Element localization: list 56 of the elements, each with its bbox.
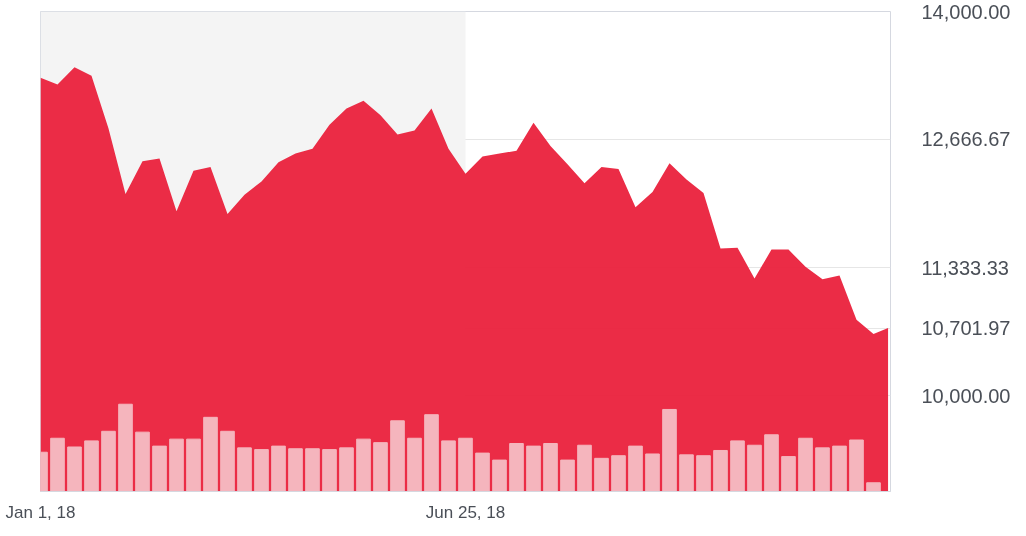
y-tick-label: 14,000.00 [921,0,1011,23]
bar [798,437,813,492]
bar [475,452,490,492]
bar [441,440,456,492]
bar [849,439,864,492]
y-tick-label: 10,000.00 [921,384,1011,407]
bar [594,457,609,492]
bar [118,403,133,492]
bar [747,444,762,492]
x-tick-label: Jun 25, 18 [425,502,506,522]
bar [611,455,626,492]
bar [543,443,558,492]
x-tick-label: Jan 1, 18 [5,502,76,522]
bar [84,440,99,492]
y-tick-label: 12,666.67 [921,128,1011,151]
bar [526,445,541,492]
bar [254,449,269,492]
bar [305,448,320,492]
bar [662,408,677,492]
bar [560,459,575,492]
bar [152,445,167,492]
bar [713,449,728,492]
bar [237,447,252,492]
bar [645,453,660,492]
bar [577,444,592,492]
y-tick-label: 11,333.33 [921,256,1009,279]
bar [424,414,439,492]
bar [373,442,388,492]
bar [101,430,116,492]
bar [390,420,405,492]
bar [781,456,796,492]
bar [339,447,354,492]
bar [203,416,218,492]
bar [458,437,473,492]
bar [492,459,507,492]
bar [135,431,150,492]
bar [169,438,184,492]
bar [866,482,881,492]
bar [271,445,286,492]
bar [628,445,643,492]
bar [764,434,779,492]
bar [288,448,303,492]
bar [356,438,371,492]
bar [407,437,422,492]
bar [730,440,745,492]
bar [50,437,65,492]
bar [220,430,235,492]
bar [696,455,711,492]
y-tick-label: 10,701.97 [921,317,1011,340]
bar [67,446,82,492]
bar [815,447,830,492]
bar [832,445,847,492]
bar [186,438,201,492]
bar [679,454,694,492]
bar [322,449,337,492]
bar [509,443,524,492]
